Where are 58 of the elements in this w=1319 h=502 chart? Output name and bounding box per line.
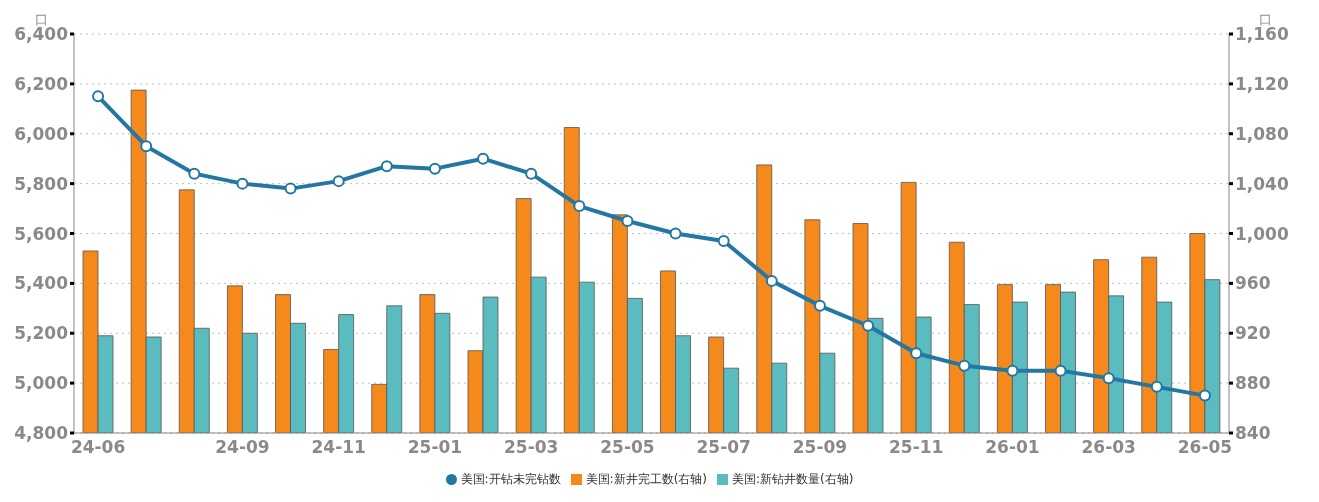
- point: [380, 160, 393, 173]
- y-axis-title: 口: [34, 12, 48, 27]
- y-tick-label: 5,400: [14, 273, 69, 294]
- x-tick-label: 25-05: [600, 437, 655, 458]
- x-tick-label: 25-09: [792, 437, 848, 458]
- x-tick-label: 25-11: [889, 437, 944, 458]
- x-tick-label: 26-03: [1081, 437, 1136, 458]
- point: [525, 167, 538, 180]
- point: [92, 90, 105, 103]
- legend-label: 美国:新井完工数(右轴): [585, 472, 708, 486]
- point: [958, 359, 971, 372]
- x-tick-label: 25-03: [504, 437, 559, 458]
- point: [1054, 364, 1067, 377]
- x-tick-label: 25-01: [407, 437, 463, 458]
- y2-tick-label: 840: [1235, 423, 1271, 444]
- point: [284, 182, 297, 195]
- point: [910, 347, 923, 360]
- x-tick-label: 24-09: [215, 437, 270, 458]
- point: [477, 152, 490, 165]
- y-tick-label: 5,800: [14, 173, 69, 194]
- x-tick-label: 25-07: [696, 437, 751, 458]
- point: [813, 299, 826, 312]
- point: [621, 215, 634, 228]
- y2-tick-label: 880: [1235, 373, 1271, 394]
- x-tick-label: 26-01: [985, 437, 1040, 458]
- legend-label: 美国:新钻井数量(右轴): [732, 472, 854, 486]
- point: [1102, 372, 1115, 385]
- point: [332, 175, 345, 188]
- point: [236, 177, 249, 190]
- x-tick-label: 24-11: [311, 437, 366, 458]
- y2-tick-label: 920: [1235, 323, 1271, 344]
- y2-tick-label: 1,000: [1235, 223, 1289, 244]
- legend-label: 美国:开钻未完钻数: [460, 472, 561, 486]
- y-tick-label: 6,200: [14, 73, 69, 94]
- y2-axis-title: 口: [1258, 12, 1272, 27]
- y2-tick-label: 1,040: [1235, 173, 1289, 194]
- y-tick-label: 5,000: [14, 373, 69, 394]
- point: [862, 319, 875, 332]
- y2-tick-label: 1,120: [1235, 73, 1289, 94]
- y-tick-label: 6,000: [14, 123, 69, 144]
- x-tick-label: 26-05: [1177, 437, 1233, 458]
- y-tick-label: 6,400: [14, 24, 69, 45]
- point: [717, 234, 730, 247]
- point: [140, 140, 153, 153]
- y-tick-label: 5,200: [14, 323, 69, 344]
- point: [1150, 380, 1163, 393]
- point: [188, 167, 201, 180]
- y-tick-label: 4,800: [14, 423, 69, 444]
- point: [1006, 364, 1019, 377]
- point: [1198, 389, 1211, 402]
- point: [669, 227, 682, 240]
- y2-tick-label: 1,160: [1235, 24, 1289, 45]
- point: [428, 162, 441, 175]
- x-tick-label: 24-06: [70, 437, 126, 458]
- point: [765, 274, 778, 287]
- y2-tick-label: 960: [1235, 273, 1271, 294]
- y-tick-label: 5,600: [14, 223, 69, 244]
- y2-tick-label: 1,080: [1235, 123, 1289, 144]
